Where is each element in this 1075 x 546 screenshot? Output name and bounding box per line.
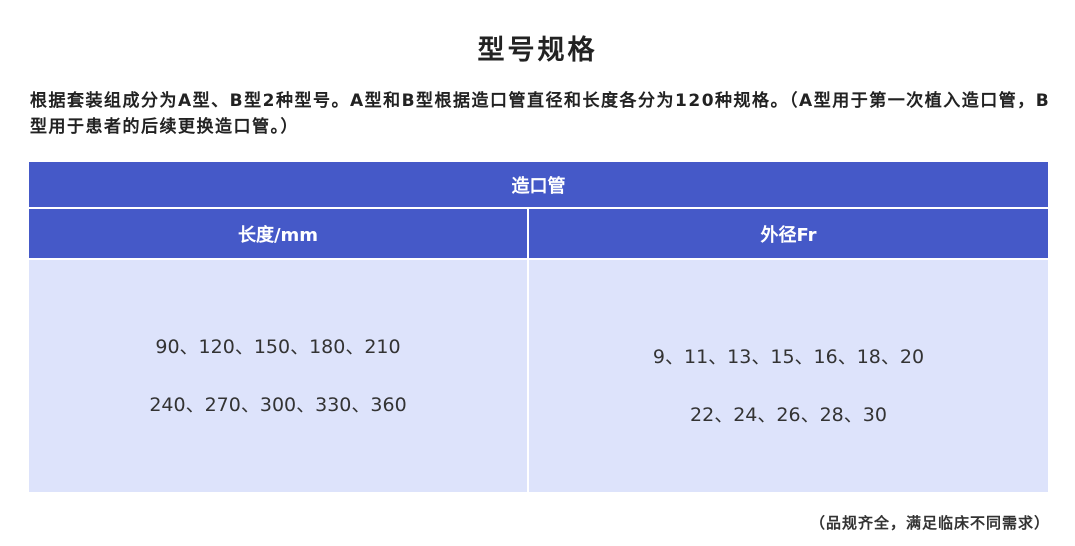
spec-table: 造口管 长度/mm 外径Fr 90、120、150、180、210 240、27…	[29, 162, 1048, 492]
page-title: 型号规格	[477, 35, 598, 66]
length-values-row: 240、270、300、330、360	[149, 394, 407, 416]
diameter-cell: 9、11、13、15、16、18、20 22、24、26、28、30	[529, 260, 1048, 492]
length-values-row: 90、120、150、180、210	[155, 336, 401, 358]
table-body: 90、120、150、180、210 240、270、300、330、360 9…	[29, 260, 1048, 492]
diameter-values-row: 9、11、13、15、16、18、20	[652, 346, 925, 368]
intro-text: 根据套装组成分为A型、B型2种型号。A型和B型根据造口管直径和长度各分为120种…	[30, 91, 1051, 137]
column-header-length: 长度/mm	[29, 209, 527, 258]
footnote: （品规齐全，满足临床不同需求）	[809, 514, 1050, 532]
column-headers: 长度/mm 外径Fr	[29, 209, 1048, 258]
column-header-diameter: 外径Fr	[529, 209, 1048, 258]
diameter-values-row: 22、24、26、28、30	[690, 404, 887, 426]
group-header: 造口管	[29, 162, 1048, 207]
length-cell: 90、120、150、180、210 240、270、300、330、360	[29, 260, 527, 492]
